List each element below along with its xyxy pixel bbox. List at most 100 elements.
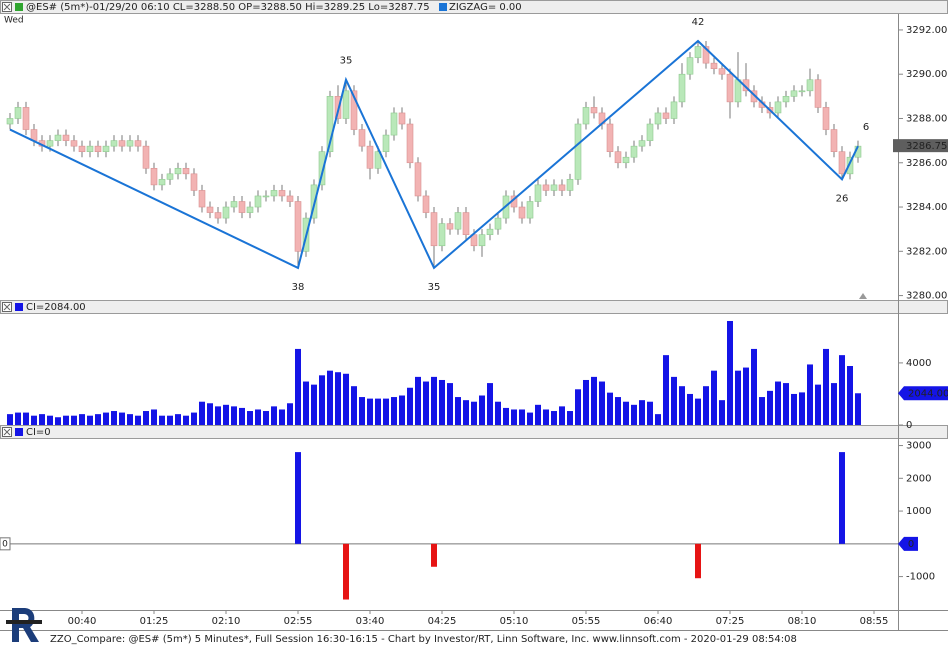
candle-body [230, 201, 238, 208]
bar [127, 414, 133, 425]
bar [783, 383, 789, 425]
candle-body [630, 145, 638, 158]
candle-body [214, 212, 222, 219]
candle-body [270, 190, 278, 197]
bar [479, 395, 485, 425]
candle-body [166, 173, 174, 180]
bar [327, 370, 333, 425]
candle-body [614, 151, 622, 164]
candle-body [190, 173, 198, 191]
zigzag-label: 26 [836, 193, 849, 204]
candle-body [86, 145, 94, 152]
bar [647, 401, 653, 425]
candle-body [174, 167, 182, 175]
candle-body [574, 123, 582, 180]
y-tick-label: 3292.00 [906, 25, 947, 36]
candle-body [366, 145, 374, 169]
candle-body [670, 101, 678, 119]
zigzag-line [9, 39, 859, 270]
bar [671, 376, 677, 425]
bar [695, 398, 701, 425]
reference-box [0, 537, 11, 551]
bar [39, 414, 45, 425]
bar [791, 393, 797, 425]
bar [495, 401, 501, 425]
last-value-box [898, 386, 948, 401]
candle-body [78, 145, 86, 152]
last-value-label: 3286.75 [906, 141, 947, 152]
x-tick-label: 04:25 [428, 616, 457, 627]
y-tick-label: 3286.00 [906, 158, 947, 169]
bar [503, 407, 509, 425]
bar [839, 452, 845, 544]
x-tick-label: 05:10 [500, 616, 529, 627]
candle-body [254, 195, 262, 208]
bar [607, 392, 613, 425]
candle-body [398, 112, 406, 125]
candle-body [350, 90, 358, 130]
candle-body [654, 112, 662, 125]
candle-body [102, 145, 110, 152]
zzo-pane-header [0, 425, 948, 439]
bar [487, 383, 493, 425]
bar [839, 355, 845, 425]
x-tick-label: 08:10 [788, 616, 817, 627]
candle-body [14, 107, 22, 119]
candle-body [110, 140, 118, 147]
bar [215, 406, 221, 425]
candle-body [782, 96, 790, 103]
candle-body [134, 140, 142, 147]
bar [63, 415, 69, 425]
bar [463, 400, 469, 425]
bar [343, 373, 349, 425]
candle-body [294, 201, 302, 252]
candle-body [46, 140, 54, 147]
candle-body [822, 107, 830, 130]
bar [831, 383, 837, 425]
candle-body [286, 195, 294, 202]
bar [583, 379, 589, 425]
candle-body [814, 79, 822, 108]
legend-swatch [15, 303, 23, 311]
candle-body [62, 134, 70, 141]
bar [391, 397, 397, 425]
candle-body [550, 184, 558, 191]
candle-body [438, 223, 446, 247]
bar [799, 392, 805, 425]
bar [399, 395, 405, 425]
bar [431, 376, 437, 425]
candle-body [638, 140, 646, 147]
bar [823, 348, 829, 425]
pane-title: CI=0 [26, 427, 51, 438]
bar [519, 409, 525, 425]
candle-body [142, 145, 150, 169]
candle-body [326, 96, 334, 152]
candle-body [686, 57, 694, 75]
bar [375, 398, 381, 425]
bar [223, 404, 229, 425]
candle-body [126, 140, 134, 147]
bar [231, 406, 237, 425]
logo-bar [6, 620, 42, 624]
bar [575, 389, 581, 425]
candle-body [54, 134, 62, 141]
scroll-marker [859, 293, 867, 299]
bar [151, 409, 157, 425]
legend-swatch [15, 428, 23, 436]
reference-label: 0 [2, 539, 8, 549]
candle-body [430, 212, 438, 247]
candle-body [118, 140, 126, 147]
candle-body [582, 107, 590, 125]
bar [7, 414, 13, 425]
legend-swatch [15, 3, 23, 11]
zigzag-label: 42 [692, 17, 705, 28]
close-icon [3, 303, 11, 311]
candle-body [30, 129, 38, 141]
bar [207, 403, 213, 425]
bar [655, 414, 661, 425]
candle-body [694, 46, 702, 58]
bar [599, 381, 605, 425]
candle-body [462, 212, 470, 235]
close-buttons[interactable] [2, 2, 12, 437]
candle-body [222, 206, 230, 219]
